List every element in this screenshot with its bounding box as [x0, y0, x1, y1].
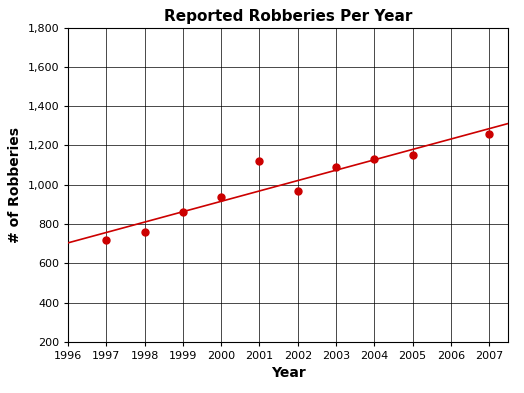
Point: [179, 209, 187, 215]
Point: [102, 237, 111, 243]
Y-axis label: # of Robberies: # of Robberies: [8, 127, 22, 243]
Point: [140, 229, 149, 235]
X-axis label: Year: Year: [271, 367, 305, 380]
Point: [217, 193, 225, 200]
Point: [370, 156, 378, 162]
Title: Reported Robberies Per Year: Reported Robberies Per Year: [164, 9, 412, 24]
Point: [485, 130, 493, 137]
Point: [408, 152, 417, 158]
Point: [332, 164, 340, 170]
Point: [255, 158, 264, 164]
Point: [293, 187, 302, 194]
